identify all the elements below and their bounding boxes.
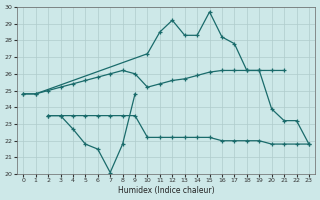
X-axis label: Humidex (Indice chaleur): Humidex (Indice chaleur): [118, 186, 214, 195]
